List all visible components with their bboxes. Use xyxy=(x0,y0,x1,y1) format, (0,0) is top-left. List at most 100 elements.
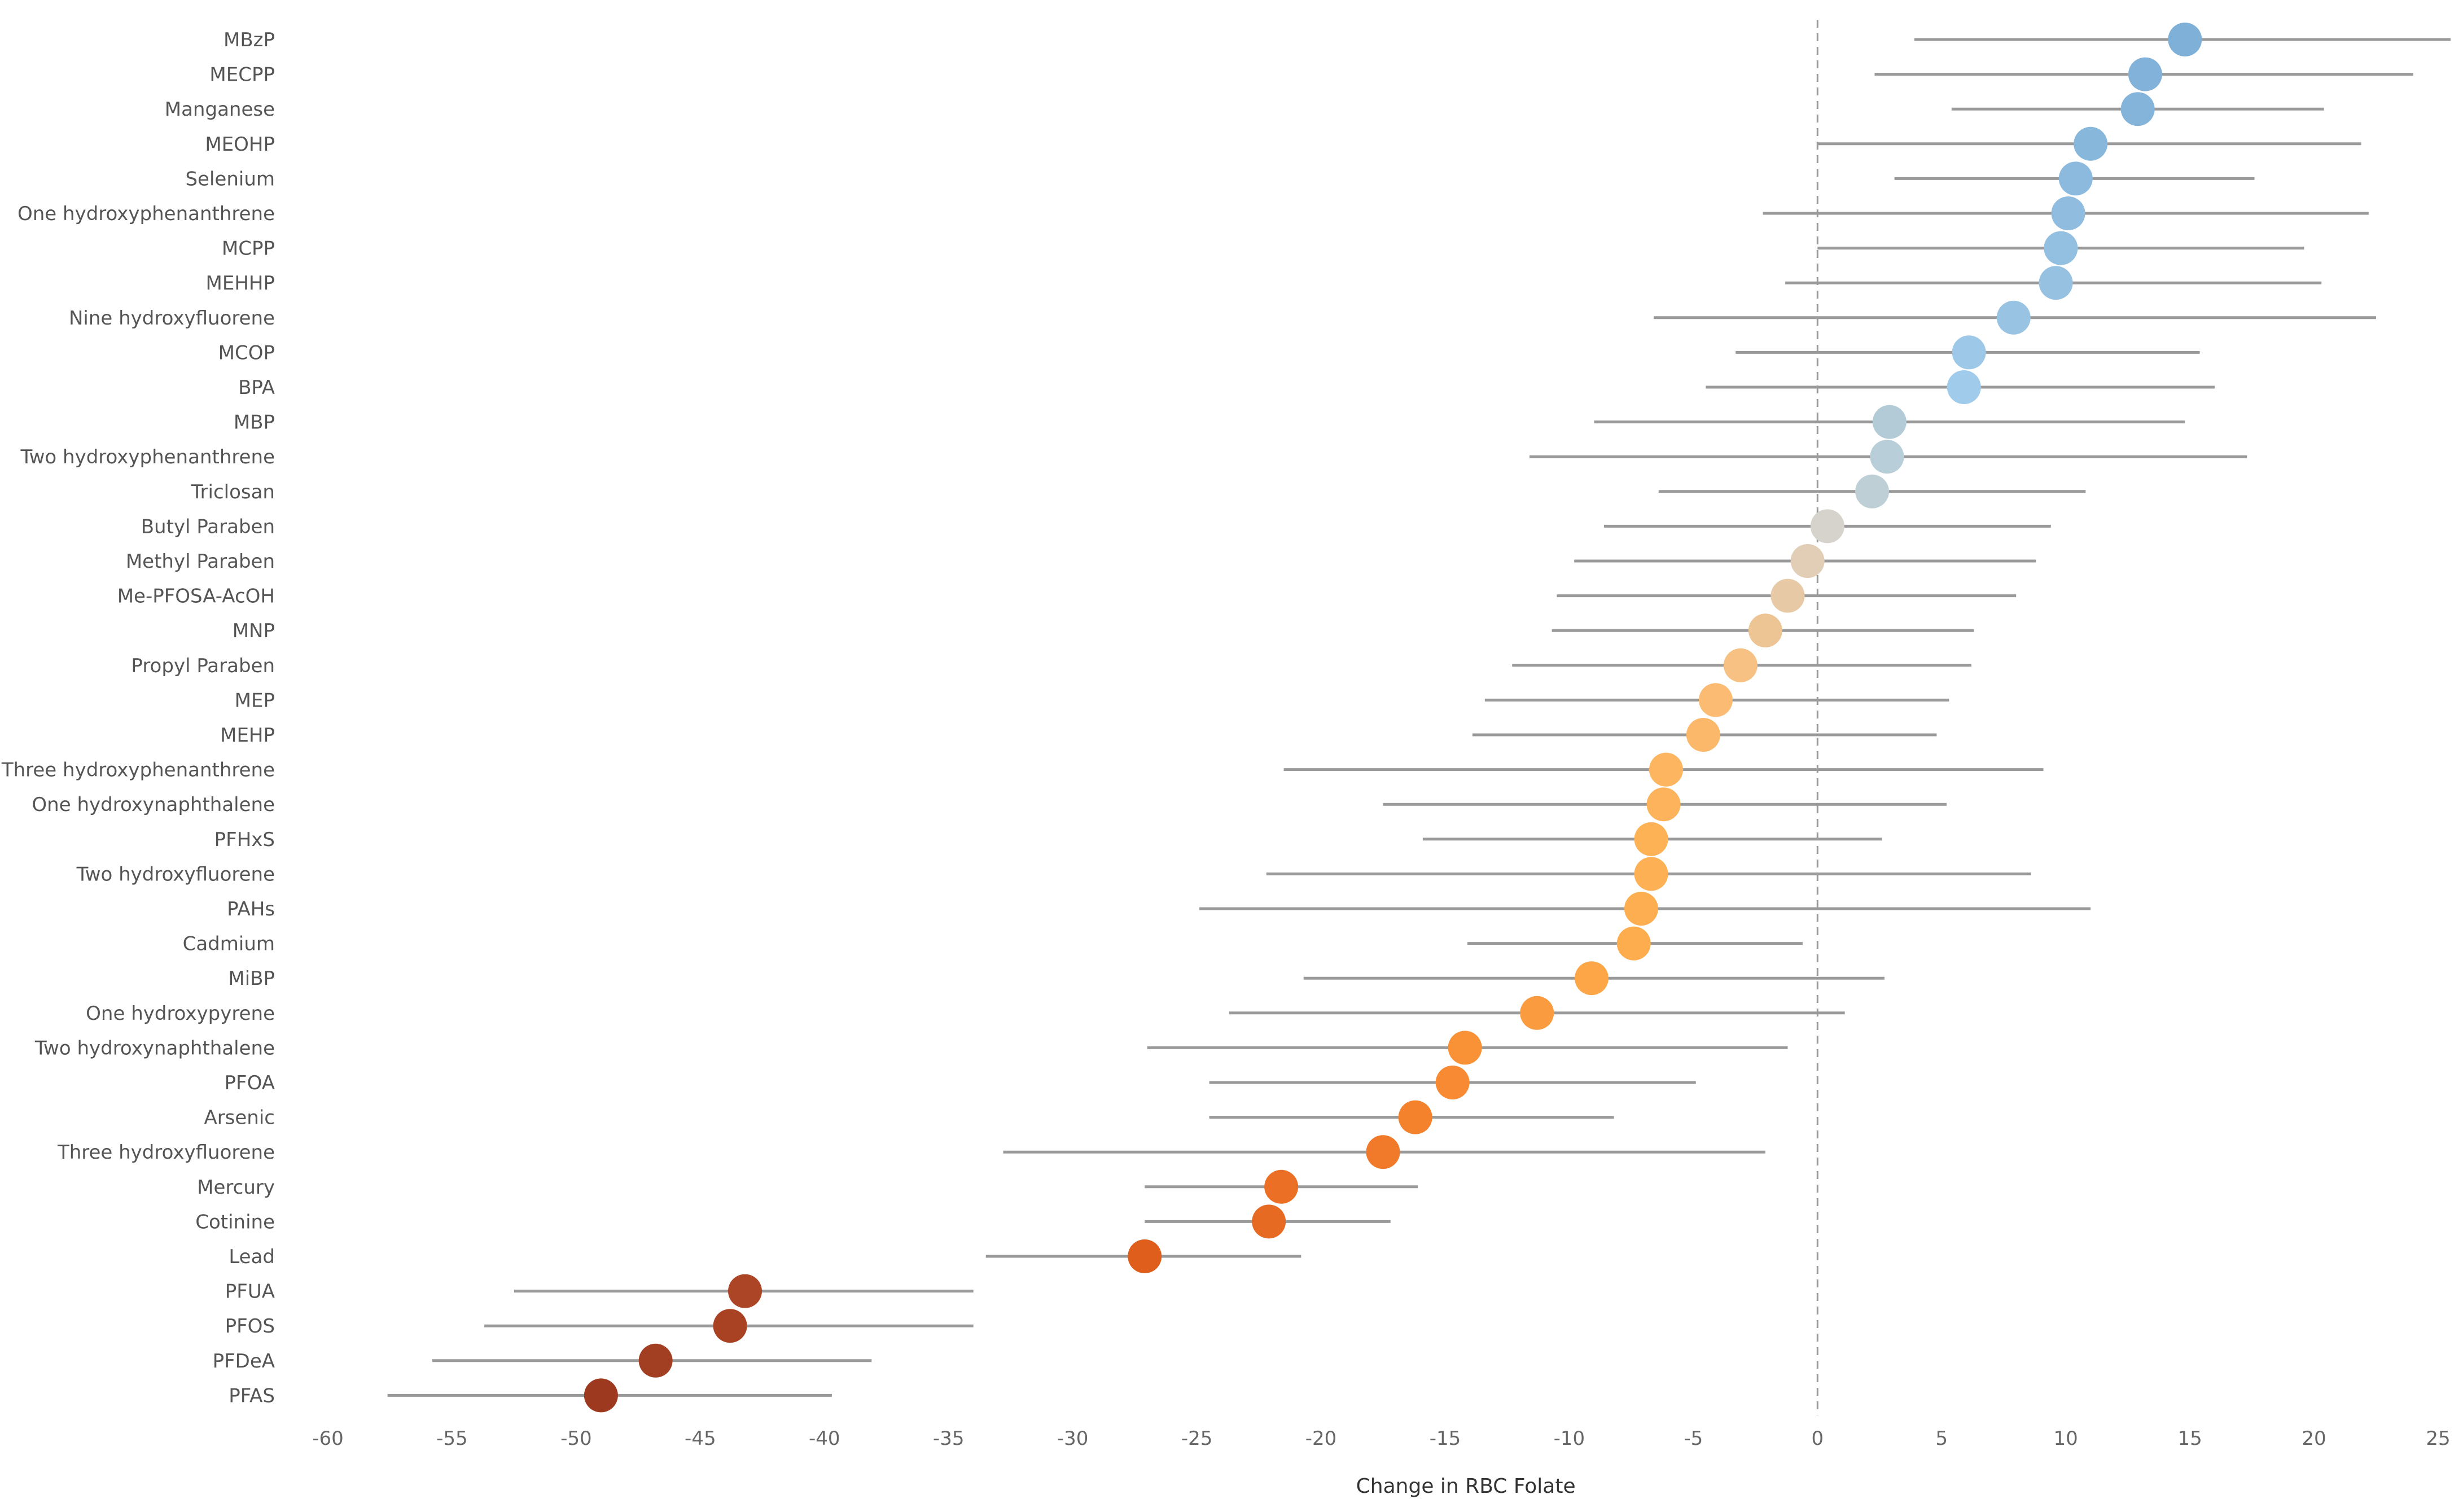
point-37 xyxy=(728,1274,762,1308)
x-tick-label: 10 xyxy=(2054,1427,2078,1450)
category-label: PFHxS xyxy=(214,829,275,851)
point-33 xyxy=(1366,1135,1400,1169)
category-label: PFDeA xyxy=(213,1350,275,1373)
point-13 xyxy=(1870,440,1904,474)
point-3 xyxy=(2120,92,2155,126)
point-31 xyxy=(1435,1066,1470,1099)
point-34 xyxy=(1264,1169,1299,1204)
category-label: Cadmium xyxy=(183,933,275,956)
point-35 xyxy=(1252,1204,1286,1239)
category-label: Lead xyxy=(229,1246,275,1268)
x-tick-label: -30 xyxy=(1057,1427,1089,1450)
x-tick-label: 25 xyxy=(2426,1427,2450,1450)
category-label: PFUA xyxy=(225,1281,275,1303)
category-label: Two hydroxynaphthalene xyxy=(34,1037,275,1059)
category-label: Cotinine xyxy=(195,1211,275,1233)
category-label: Propyl Paraben xyxy=(131,655,275,677)
point-39 xyxy=(638,1343,673,1378)
point-19 xyxy=(1723,648,1758,682)
x-axis-title: Change in RBC Folate xyxy=(1356,1475,1576,1498)
x-tick-label: -35 xyxy=(933,1427,965,1450)
category-label: Three hydroxyphenanthrene xyxy=(1,759,275,782)
category-label: MiBP xyxy=(228,967,275,990)
category-label: MEP xyxy=(235,689,275,712)
category-label: MECPP xyxy=(209,64,275,86)
category-label: Methyl Paraben xyxy=(126,550,275,573)
category-label: MEOHP xyxy=(205,133,275,156)
category-labels: MBzP MECPP Manganese MEOHP Selenium One hydro… xyxy=(1,29,275,1407)
category-label: One hydroxypyrene xyxy=(86,1002,275,1025)
x-tick-label: 5 xyxy=(1935,1427,1948,1450)
category-label: BPA xyxy=(238,376,275,399)
category-label: MBzP xyxy=(223,29,275,51)
category-label: Arsenic xyxy=(204,1107,275,1129)
point-28 xyxy=(1575,961,1609,996)
point-40 xyxy=(584,1378,618,1413)
x-tick-label: -55 xyxy=(436,1427,468,1450)
x-tick-label: -60 xyxy=(312,1427,344,1450)
category-label: MBP xyxy=(234,411,275,434)
point-23 xyxy=(1646,787,1681,822)
point-8 xyxy=(2039,266,2073,300)
category-label: One hydroxynaphthalene xyxy=(32,794,275,816)
category-label: MCOP xyxy=(218,341,275,364)
x-tick-label: 15 xyxy=(2177,1427,2202,1450)
point-11 xyxy=(1947,370,1981,404)
category-label: MEHP xyxy=(220,724,275,747)
point-15 xyxy=(1810,509,1844,544)
point-5 xyxy=(2058,161,2093,196)
x-axis-tick-labels: -60 -55 -50 -45 -40 -35 -30 -25 -20 -15 -10 -5 0 5 10 1… xyxy=(312,1427,2450,1450)
x-tick-label: -15 xyxy=(1430,1427,1461,1450)
estimate-points xyxy=(584,23,2202,1413)
point-12 xyxy=(1872,405,1907,439)
category-label: Me-PFOSA-AcOH xyxy=(117,585,275,608)
category-label: Triclosan xyxy=(191,481,275,503)
point-25 xyxy=(1634,857,1668,891)
category-label: Butyl Paraben xyxy=(141,515,275,538)
point-24 xyxy=(1634,822,1668,856)
point-36 xyxy=(1128,1239,1162,1273)
x-tick-label: -10 xyxy=(1554,1427,1585,1450)
point-16 xyxy=(1790,544,1825,578)
confidence-intervals xyxy=(387,38,2451,1397)
x-tick-label: -25 xyxy=(1181,1427,1213,1450)
category-label: Selenium xyxy=(185,168,275,190)
point-6 xyxy=(2051,196,2085,230)
point-30 xyxy=(1448,1031,1482,1065)
point-2 xyxy=(2128,57,2162,91)
x-tick-label: 20 xyxy=(2302,1427,2326,1450)
point-10 xyxy=(1952,335,1986,370)
category-label: Manganese xyxy=(165,98,275,121)
category-label: Two hydroxyfluorene xyxy=(76,863,275,886)
point-9 xyxy=(1996,300,2031,335)
point-26 xyxy=(1624,892,1658,926)
category-label: One hydroxyphenanthrene xyxy=(17,203,275,225)
point-18 xyxy=(1748,613,1782,648)
x-tick-label: -5 xyxy=(1684,1427,1703,1450)
point-21 xyxy=(1686,718,1720,752)
category-label: MNP xyxy=(233,620,275,642)
point-4 xyxy=(2074,126,2108,161)
point-22 xyxy=(1649,752,1683,787)
category-label: PFOS xyxy=(225,1315,275,1338)
x-tick-label: -40 xyxy=(809,1427,840,1450)
x-tick-label: -45 xyxy=(685,1427,716,1450)
category-label: Mercury xyxy=(197,1176,275,1199)
category-label: PFOA xyxy=(225,1072,275,1094)
category-label: Two hydroxyphenanthrene xyxy=(20,446,275,468)
category-label: PAHs xyxy=(227,898,275,921)
point-20 xyxy=(1698,683,1733,717)
point-7 xyxy=(2044,231,2078,265)
category-label: Three hydroxyfluorene xyxy=(57,1141,275,1164)
x-tick-label: -20 xyxy=(1305,1427,1337,1450)
x-tick-label: 0 xyxy=(1811,1427,1824,1450)
point-27 xyxy=(1616,926,1651,961)
point-29 xyxy=(1520,996,1554,1030)
category-label: MEHHP xyxy=(206,272,275,295)
point-17 xyxy=(1770,578,1805,613)
category-label: MCPP xyxy=(222,238,275,260)
x-tick-label: -50 xyxy=(560,1427,592,1450)
point-38 xyxy=(713,1309,747,1343)
